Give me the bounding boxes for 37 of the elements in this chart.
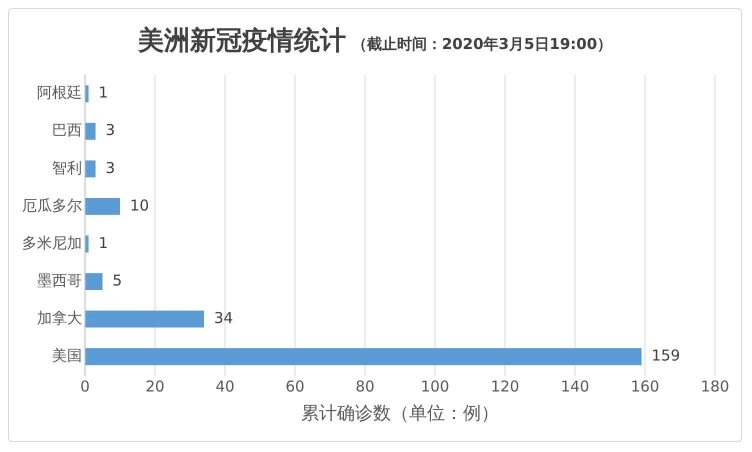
x-tick-label: 40	[215, 377, 235, 396]
x-tick-label: 20	[145, 377, 165, 396]
bar	[86, 310, 204, 328]
x-tick-label: 80	[355, 377, 375, 396]
y-tick-label: 阿根廷	[37, 84, 82, 102]
y-tick-label: 巴西	[52, 121, 82, 140]
y-tick-label: 智利	[52, 158, 82, 177]
data-label: 5	[112, 271, 122, 290]
y-tick-label: 美国	[52, 346, 82, 365]
data-label: 10	[130, 196, 150, 214]
x-tick-label: 140	[560, 377, 590, 396]
x-tick-label: 60	[285, 377, 305, 396]
x-tick-label: 180	[700, 377, 730, 396]
y-tick-label: 厄瓜多尔	[22, 196, 82, 214]
y-tick-label: 加拿大	[37, 308, 82, 327]
bar	[86, 273, 102, 290]
x-tick-label: 160	[630, 377, 660, 396]
bar	[86, 198, 120, 215]
bar	[86, 122, 96, 140]
x-axis-title: 累计确诊数（单位：例）	[301, 402, 499, 424]
data-label: 3	[106, 158, 116, 177]
chart-title: 美洲新冠疫情统计	[138, 26, 346, 56]
bar	[86, 85, 88, 102]
chart-subtitle: （截止时间：2020年3月5日19:00）	[352, 35, 612, 53]
bar	[86, 348, 642, 366]
x-tick-label: 0	[80, 377, 90, 396]
x-tick-label: 100	[420, 377, 450, 396]
data-label: 1	[98, 84, 108, 102]
data-label: 159	[652, 346, 680, 365]
data-label: 34	[214, 308, 234, 327]
y-tick-label: 多米尼加	[22, 234, 82, 252]
bar	[86, 236, 88, 252]
bar	[86, 160, 96, 178]
data-label: 1	[98, 234, 108, 252]
data-label: 3	[106, 121, 116, 140]
y-tick-label: 墨西哥	[37, 271, 82, 290]
x-tick-label: 120	[490, 377, 520, 396]
